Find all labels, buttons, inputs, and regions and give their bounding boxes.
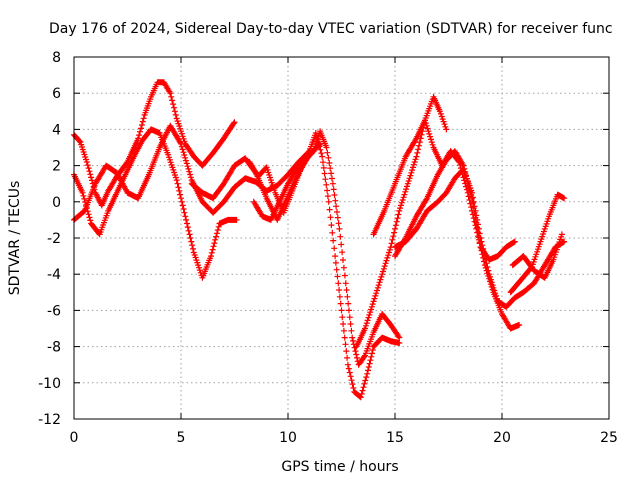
series-markers [250,128,403,368]
y-tick-label: 2 [52,159,61,175]
series-track-5 [246,130,403,401]
series-markers [353,93,450,350]
series-markers [507,191,568,296]
y-tick-label: -12 [38,412,61,428]
x-tick-label: 25 [600,430,618,446]
chart-title: Day 176 of 2024, Sidereal Day-to-day VTE… [49,21,613,37]
series-markers [392,166,568,310]
grid-lines [74,57,609,419]
y-tick-label: -4 [47,267,61,283]
x-tick-label: 10 [279,430,297,446]
series-track-1 [71,79,238,209]
series-markers [246,130,403,401]
series-markers [392,148,518,263]
data-points [71,79,568,401]
series-markers [370,117,523,332]
x-tick-label: 5 [177,430,186,446]
series-track-12 [507,191,568,296]
axis-ticks: 0 5 10 15 20 25 -12 -10 -8 -6 -4 -2 0 2 4 6 8 [38,50,618,446]
x-tick-label: 20 [493,430,511,446]
y-tick-label: 4 [52,122,61,138]
y-tick-label: -8 [47,340,61,356]
y-tick-label: 6 [52,86,61,102]
series-track-6 [250,128,403,368]
y-tick-label: -10 [38,376,61,392]
y-tick-label: -2 [47,231,61,247]
x-tick-label: 0 [70,430,79,446]
series-track-8 [370,117,523,332]
x-tick-label: 15 [386,430,404,446]
y-tick-label: 0 [52,195,61,211]
y-axis-label: SDTVAR / TECUs [7,181,23,296]
series-markers [71,79,238,209]
series-track-11 [509,231,565,281]
series-track-10 [392,166,568,310]
series-track-9 [392,148,518,263]
x-axis-label: GPS time / hours [281,459,398,475]
series-track-7 [353,93,450,350]
series-markers [509,231,565,281]
y-tick-label: 8 [52,50,61,66]
y-tick-label: -6 [47,303,61,319]
